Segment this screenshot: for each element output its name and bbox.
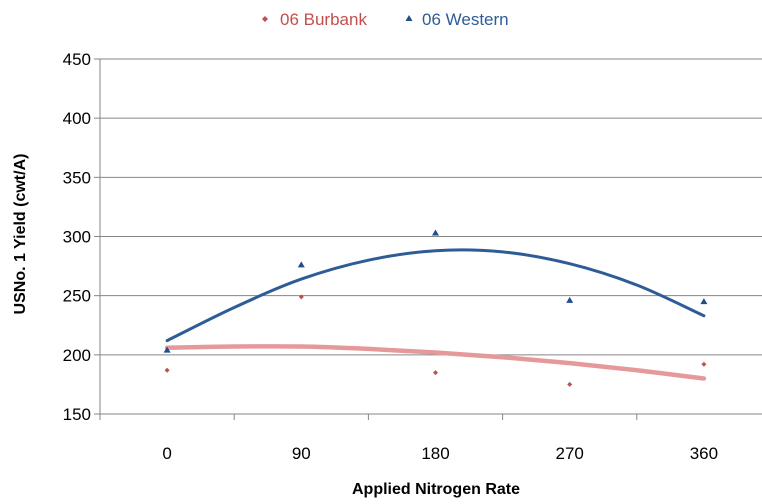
x-tick-label: 90 — [292, 444, 311, 463]
legend-item-western: 06 Western — [405, 10, 509, 29]
x-axis-title: Applied Nitrogen Rate — [352, 481, 520, 498]
gridlines — [100, 58, 762, 356]
point-burbank — [433, 370, 438, 376]
x-tick-label: 180 — [421, 444, 449, 463]
x-tick-labels: 0 90 180 270 360 — [162, 444, 718, 463]
y-tick-label: 350 — [63, 168, 91, 187]
legend: 06 Burbank 06 Western — [262, 10, 509, 29]
point-western — [566, 296, 574, 303]
y-tick-label: 400 — [63, 109, 91, 128]
y-tick-labels: 450 400 350 300 250 200 150 — [63, 50, 91, 424]
point-burbank — [567, 381, 573, 387]
point-western — [297, 261, 305, 268]
y-tick-label: 200 — [63, 346, 91, 365]
legend-marker-western — [405, 15, 413, 21]
point-burbank — [164, 367, 170, 373]
x-tick-label: 360 — [690, 444, 718, 463]
point-western — [163, 346, 171, 353]
point-western — [432, 229, 439, 236]
point-burbank — [701, 361, 707, 367]
y-tick-label: 250 — [63, 287, 91, 306]
trendlines — [164, 248, 707, 381]
legend-label-burbank: 06 Burbank — [280, 10, 367, 29]
y-tick-label: 300 — [63, 228, 91, 247]
y-tick-label: 450 — [63, 50, 91, 69]
data-points — [163, 229, 708, 387]
point-western — [700, 298, 708, 305]
legend-label-western: 06 Western — [422, 10, 509, 29]
y-axis-title: USNo. 1 Yield (cwt/A) — [12, 154, 29, 315]
legend-item-burbank: 06 Burbank — [262, 10, 367, 29]
legend-marker-burbank — [262, 16, 268, 22]
y-tick-label: 150 — [63, 405, 91, 424]
x-tick-label: 0 — [162, 444, 171, 463]
axes — [94, 58, 762, 420]
point-burbank — [298, 294, 304, 300]
x-tick-label: 270 — [556, 444, 584, 463]
trendline-diamond — [164, 344, 707, 381]
trendline-triangle — [165, 248, 706, 343]
